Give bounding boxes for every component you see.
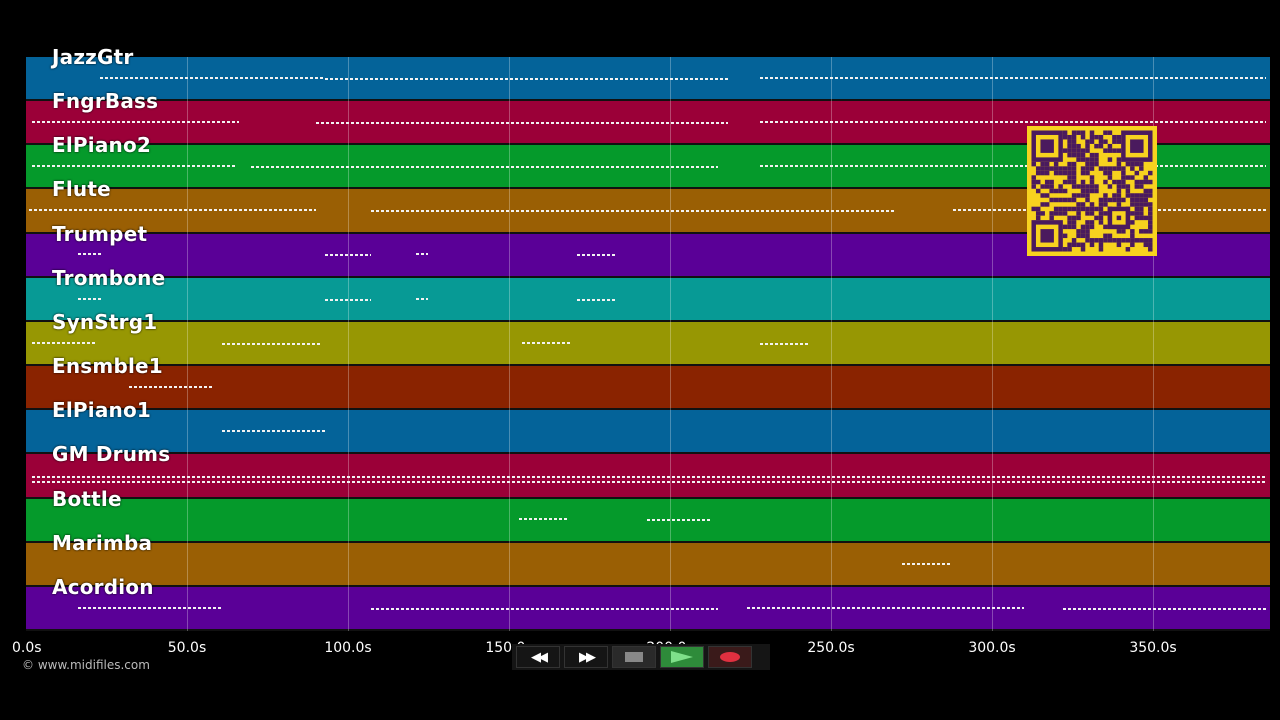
- note-segment: [325, 77, 728, 80]
- track-label: Marimba: [52, 530, 153, 555]
- fast-forward-icon: ▶▶: [579, 649, 596, 665]
- time-tick-label: 350.0s: [1129, 640, 1177, 656]
- note-segment: [100, 76, 326, 79]
- copyright-text: © www.midifiles.com: [22, 658, 150, 672]
- note-segment: [576, 298, 616, 301]
- track-label: Acordion: [52, 574, 154, 599]
- track-lane: [26, 410, 1270, 455]
- track-label: FngrBass: [52, 89, 159, 114]
- fast-forward-button[interactable]: ▶▶: [564, 646, 608, 668]
- track-label: ElPiano1: [52, 398, 152, 423]
- note-segment: [29, 209, 316, 212]
- note-segment: [77, 297, 104, 300]
- note-segment: [32, 341, 97, 344]
- note-segment: [315, 122, 728, 125]
- qr-code-image: [1031, 130, 1153, 252]
- grid-line: [831, 57, 832, 631]
- track-label: ElPiano2: [52, 133, 152, 158]
- note-segment: [251, 166, 719, 169]
- note-segment: [129, 385, 213, 388]
- time-tick-label: 300.0s: [968, 640, 1016, 656]
- time-tick-label: 0.0s: [12, 640, 42, 656]
- note-segment: [576, 254, 616, 257]
- note-segment: [760, 76, 1266, 79]
- play-button[interactable]: [660, 646, 704, 668]
- note-segment: [222, 430, 326, 433]
- track-lane: [26, 542, 1270, 587]
- transport-controls: ◀◀ ▶▶: [512, 644, 770, 670]
- note-segment: [760, 342, 809, 345]
- note-segment: [77, 606, 223, 609]
- record-icon: [720, 652, 740, 662]
- grid-line: [992, 57, 993, 631]
- note-segment: [32, 480, 1266, 483]
- time-tick-label: 100.0s: [324, 640, 372, 656]
- record-button[interactable]: [708, 646, 752, 668]
- track-label: Trumpet: [52, 221, 148, 246]
- grid-line: [348, 57, 349, 631]
- track-label: GM Drums: [52, 442, 171, 467]
- note-segment: [415, 297, 429, 300]
- track-label: Flute: [52, 177, 111, 202]
- qr-code: [1027, 126, 1157, 256]
- grid-line: [670, 57, 671, 631]
- track-label: SynStrg1: [52, 309, 158, 334]
- track-lane: [26, 277, 1270, 322]
- note-segment: [747, 606, 1025, 609]
- track-label: Ensmble1: [52, 354, 163, 379]
- track-label: JazzGtr: [52, 45, 134, 69]
- stop-button[interactable]: [612, 646, 656, 668]
- note-segment: [32, 165, 236, 168]
- note-segment: [370, 607, 719, 610]
- grid-line: [187, 57, 188, 631]
- rewind-button[interactable]: ◀◀: [516, 646, 560, 668]
- track-lane: [26, 321, 1270, 367]
- note-segment: [760, 165, 1266, 168]
- note-segment: [32, 476, 1266, 479]
- note-segment: [1062, 607, 1266, 610]
- track-lane: [26, 366, 1270, 411]
- track-lane: [26, 586, 1270, 631]
- note-segment: [32, 121, 239, 124]
- time-tick-label: 50.0s: [167, 640, 207, 656]
- note-segment: [222, 342, 323, 345]
- note-segment: [760, 121, 1266, 124]
- note-segment: [518, 518, 567, 521]
- note-segment: [647, 519, 712, 522]
- note-segment: [325, 254, 371, 257]
- track-label: Trombone: [52, 265, 166, 290]
- note-segment: [325, 298, 371, 301]
- rewind-icon: ◀◀: [531, 649, 548, 665]
- note-segment: [77, 253, 104, 256]
- note-segment: [415, 253, 429, 256]
- note-segment: [901, 562, 951, 565]
- track-lane: [26, 454, 1270, 499]
- note-segment: [370, 210, 896, 213]
- grid-line: [509, 57, 510, 631]
- stop-icon: [625, 652, 643, 662]
- track-label: Bottle: [52, 486, 122, 511]
- grid-line: [1153, 57, 1154, 631]
- time-tick-label: 250.0s: [807, 640, 855, 656]
- play-icon: [671, 651, 693, 663]
- note-segment: [521, 341, 571, 344]
